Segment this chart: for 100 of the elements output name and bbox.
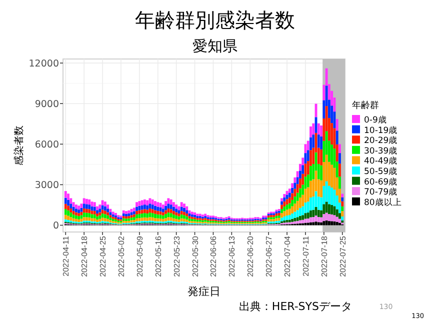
- bar: [156, 210, 160, 214]
- bar: [74, 212, 78, 216]
- bar: [288, 214, 291, 220]
- bar: [190, 212, 194, 214]
- bar: [306, 150, 310, 162]
- bar: [333, 190, 336, 206]
- x-tick-label: 2022-06-06: [209, 235, 218, 277]
- bar: [78, 213, 80, 216]
- bar: [78, 210, 80, 214]
- bar: [291, 213, 294, 219]
- bar: [294, 177, 296, 183]
- bar: [96, 206, 98, 210]
- bar: [175, 204, 178, 209]
- bar: [72, 206, 75, 211]
- bar: [186, 213, 188, 216]
- bar: [310, 217, 312, 222]
- bar: [283, 211, 286, 216]
- bar: [298, 216, 302, 220]
- bar: [338, 213, 341, 219]
- bar: [336, 222, 338, 226]
- bar: [330, 188, 334, 205]
- x-tick-label: 2022-05-02: [116, 235, 126, 277]
- bar: [162, 218, 164, 222]
- y-axis-title: 感染者数: [13, 126, 25, 166]
- bar: [320, 165, 322, 180]
- bar: [106, 218, 110, 222]
- x-tick-label: 2022-07-18: [320, 235, 329, 277]
- bar: [70, 217, 72, 221]
- bar: [80, 208, 83, 212]
- bar: [167, 204, 170, 208]
- bar: [70, 212, 72, 218]
- bar: [302, 220, 304, 224]
- bar: [338, 144, 341, 154]
- bar: [283, 194, 286, 198]
- bar: [88, 213, 91, 218]
- bar: [333, 215, 336, 222]
- bar: [338, 218, 341, 223]
- y-tick-label: 0: [52, 220, 59, 232]
- bar: [93, 202, 96, 207]
- bar: [280, 209, 283, 214]
- bar: [98, 218, 102, 222]
- bar: [78, 216, 80, 220]
- bar: [296, 192, 299, 201]
- bar: [132, 220, 136, 222]
- bar: [143, 204, 146, 210]
- bar: [194, 214, 196, 218]
- bar: [104, 202, 106, 206]
- bar: [162, 208, 164, 212]
- bar: [306, 202, 310, 213]
- bar: [156, 214, 160, 218]
- bar: [151, 209, 154, 214]
- bar: [67, 194, 70, 200]
- bar: [64, 214, 67, 220]
- bar: [82, 208, 86, 213]
- bar: [294, 196, 296, 204]
- bar: [330, 214, 334, 222]
- bar: [140, 213, 144, 218]
- bar: [67, 200, 70, 206]
- bar: [280, 218, 283, 222]
- bar: [294, 204, 296, 212]
- source-note: 出典：HER-SYSデータ: [238, 300, 352, 313]
- bar: [86, 208, 88, 213]
- bar: [167, 198, 170, 204]
- bar: [67, 206, 70, 210]
- bar: [330, 204, 334, 214]
- bar: [125, 214, 128, 216]
- bar: [136, 210, 138, 214]
- legend-label: 50-59歳: [364, 166, 398, 177]
- bar: [294, 212, 296, 218]
- bar: [154, 206, 156, 210]
- bar: [132, 211, 136, 214]
- bar: [336, 119, 338, 131]
- bar: [82, 212, 86, 218]
- bar: [341, 211, 344, 216]
- x-tick-label: 2022-05-09: [135, 235, 144, 277]
- bar: [175, 215, 178, 219]
- bar: [93, 210, 96, 214]
- bar: [291, 206, 294, 214]
- bar: [198, 214, 202, 216]
- bar: [114, 215, 117, 218]
- bar: [338, 164, 341, 177]
- bar: [140, 210, 144, 214]
- bar: [132, 217, 136, 220]
- bar: [125, 211, 128, 214]
- bar: [88, 217, 91, 221]
- bar: [280, 201, 283, 205]
- bar: [78, 219, 80, 222]
- bar: [106, 215, 110, 219]
- bar: [190, 214, 194, 217]
- bar: [151, 217, 154, 221]
- legend-label: 40-49歳: [364, 156, 398, 167]
- bar: [67, 210, 70, 216]
- bar: [154, 214, 156, 218]
- x-tick-label: 2022-04-11: [62, 235, 71, 276]
- y-tick-label: 3000: [34, 180, 59, 192]
- bar: [341, 201, 344, 206]
- bar: [86, 212, 88, 218]
- bar: [156, 206, 160, 211]
- bar: [325, 202, 328, 213]
- bar: [98, 212, 102, 216]
